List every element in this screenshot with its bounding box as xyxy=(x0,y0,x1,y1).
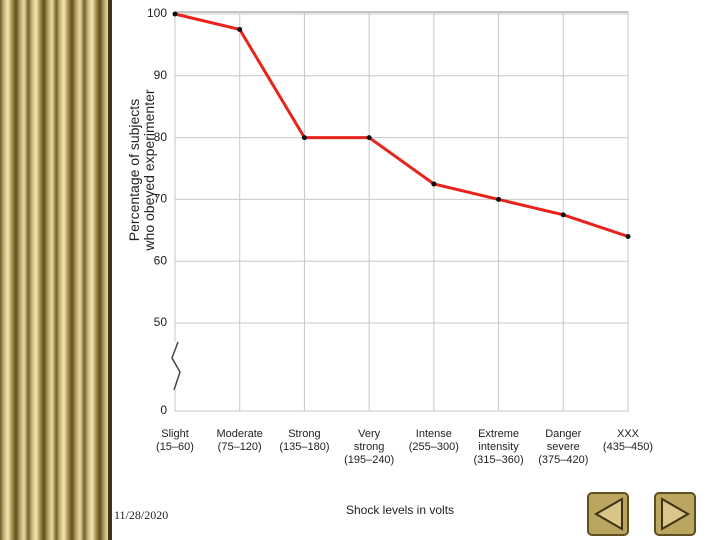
y-tick-label: 0 xyxy=(160,403,167,417)
x-tick-label: Slight (15–60) xyxy=(156,428,194,453)
nav-next-icon xyxy=(661,497,691,531)
x-tick-label: Extreme intensity (315–360) xyxy=(473,428,524,466)
data-point xyxy=(625,233,631,239)
plot-frame xyxy=(174,11,629,412)
nav-prev[interactable] xyxy=(587,492,629,536)
x-tick-label: Danger severe (375–420) xyxy=(538,428,589,466)
border-edge xyxy=(108,0,112,540)
y-tick-label: 70 xyxy=(154,192,168,206)
data-point xyxy=(496,196,502,202)
x-tick-label: Strong (135–180) xyxy=(279,428,330,453)
nav-prev-icon xyxy=(593,497,623,531)
x-tick-label: XXX (435–450) xyxy=(602,428,654,453)
footer-date: 11/28/2020 xyxy=(114,508,169,522)
y-tick-label: 90 xyxy=(154,68,168,82)
data-point xyxy=(301,135,307,141)
y-axis-label: Percentage of subjects who obeyed experi… xyxy=(126,89,157,251)
x-tick-label: Very strong (195–240) xyxy=(344,428,395,466)
y-tick-label: 60 xyxy=(154,253,168,267)
data-point xyxy=(366,135,372,141)
x-tick-label: Intense (255–300) xyxy=(408,428,459,453)
y-tick-label: 50 xyxy=(154,315,168,329)
x-axis-label: Shock levels in volts xyxy=(345,503,455,517)
nav-next[interactable] xyxy=(654,492,696,536)
data-point xyxy=(172,11,178,17)
y-tick-label: 80 xyxy=(154,130,168,144)
axis-break xyxy=(171,341,181,391)
data-point xyxy=(431,181,437,187)
x-tick-label: Moderate (75–120) xyxy=(216,428,263,453)
data-line xyxy=(174,12,629,238)
data-point xyxy=(560,212,566,218)
y-tick-label: 100 xyxy=(147,6,167,20)
decorative-border xyxy=(0,0,108,540)
data-point xyxy=(237,26,243,32)
